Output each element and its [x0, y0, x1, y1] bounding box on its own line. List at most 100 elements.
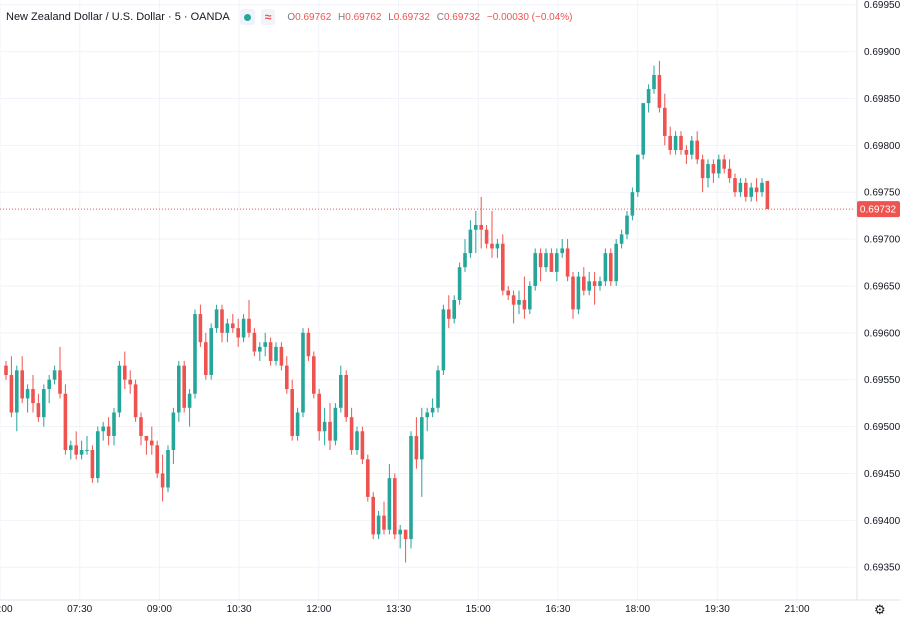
candle-up[interactable]	[177, 360, 181, 422]
candle-down[interactable]	[279, 342, 284, 371]
candle-up[interactable]	[528, 281, 532, 315]
candle-up[interactable]	[258, 342, 262, 361]
candle-up[interactable]	[636, 154, 640, 197]
candle-down[interactable]	[582, 267, 586, 296]
candle-up[interactable]	[339, 365, 343, 413]
candle-down[interactable]	[306, 328, 311, 361]
time-axis[interactable]: 06:00 07:30 09:00 10:30 12:00 13:30 15:00 16:30…	[0, 604, 810, 615]
candle-down[interactable]	[285, 356, 289, 394]
candle-up[interactable]	[274, 342, 278, 366]
candle-up[interactable]	[436, 365, 440, 413]
candle-down[interactable]	[74, 431, 78, 460]
candle-down[interactable]	[722, 154, 726, 174]
candle-up[interactable]	[517, 290, 521, 315]
candle-down[interactable]	[133, 379, 138, 422]
candle-down[interactable]	[727, 159, 732, 183]
candle-down[interactable]	[155, 440, 159, 479]
candle-down[interactable]	[106, 417, 111, 446]
candle-up[interactable]	[544, 248, 548, 272]
candle-up[interactable]	[441, 304, 446, 375]
candle-up[interactable]	[166, 445, 170, 493]
candle-down[interactable]	[668, 126, 672, 155]
candle-down[interactable]	[684, 145, 689, 165]
candle-down[interactable]	[565, 239, 570, 282]
candle-up[interactable]	[193, 309, 197, 399]
candle-down[interactable]	[538, 248, 543, 282]
candle-up[interactable]	[646, 84, 651, 113]
candle-down[interactable]	[754, 178, 759, 202]
candle-down[interactable]	[744, 178, 748, 202]
candle-up[interactable]	[263, 332, 267, 357]
candle-down[interactable]	[371, 492, 375, 540]
candle-down[interactable]	[128, 370, 132, 394]
candle-down[interactable]	[236, 318, 240, 347]
candle-down[interactable]	[382, 501, 386, 535]
candle-up[interactable]	[214, 304, 219, 333]
candle-down[interactable]	[150, 426, 154, 455]
candle-down[interactable]	[501, 234, 505, 296]
candle-down[interactable]	[447, 295, 451, 329]
candle-down[interactable]	[198, 304, 203, 347]
candle-down[interactable]	[220, 304, 224, 343]
candle-up[interactable]	[117, 360, 122, 418]
candle-down[interactable]	[700, 154, 705, 193]
candle-up[interactable]	[641, 103, 645, 160]
candle-up[interactable]	[398, 525, 402, 549]
candle-up[interactable]	[420, 407, 424, 497]
candle-down[interactable]	[160, 454, 165, 502]
candle-up[interactable]	[355, 426, 359, 455]
candle-down[interactable]	[139, 412, 143, 446]
candle-up[interactable]	[630, 187, 635, 221]
candle-up[interactable]	[619, 229, 624, 249]
candle-up[interactable]	[187, 389, 192, 427]
candle-down[interactable]	[360, 426, 365, 465]
candle-down[interactable]	[609, 248, 613, 286]
candle-down[interactable]	[20, 356, 24, 404]
candle-down[interactable]	[393, 473, 397, 540]
candle-down[interactable]	[123, 351, 127, 390]
candle-up[interactable]	[430, 398, 435, 418]
candle-down[interactable]	[592, 271, 597, 305]
candle-up[interactable]	[376, 510, 381, 540]
candle-up[interactable]	[760, 178, 764, 197]
candle-down[interactable]	[90, 445, 95, 483]
candles[interactable]	[4, 60, 770, 563]
candle-up[interactable]	[717, 154, 721, 179]
candle-up[interactable]	[706, 159, 710, 188]
candle-up[interactable]	[96, 426, 100, 483]
candle-up[interactable]	[495, 239, 500, 258]
candle-down[interactable]	[144, 435, 149, 455]
market-status-badge[interactable]	[239, 9, 255, 25]
candle-down[interactable]	[312, 351, 316, 399]
candle-up[interactable]	[225, 318, 230, 343]
candle-up[interactable]	[560, 239, 564, 258]
candle-down[interactable]	[657, 60, 662, 113]
candle-up[interactable]	[333, 403, 338, 446]
candle-down[interactable]	[663, 93, 667, 146]
candle-down[interactable]	[9, 356, 14, 418]
candle-down[interactable]	[414, 417, 419, 469]
candle-up[interactable]	[101, 421, 105, 441]
candle-down[interactable]	[490, 210, 494, 258]
candle-up[interactable]	[52, 365, 57, 385]
candle-down[interactable]	[511, 290, 516, 324]
candle-up[interactable]	[673, 131, 678, 155]
candle-down[interactable]	[711, 159, 716, 183]
candle-up[interactable]	[42, 384, 46, 427]
candle-up[interactable]	[171, 407, 176, 465]
candle-up[interactable]	[749, 182, 753, 202]
candle-up[interactable]	[598, 276, 602, 291]
candle-up[interactable]	[47, 375, 51, 404]
candle-up[interactable]	[555, 248, 559, 282]
candle-down[interactable]	[58, 346, 62, 399]
candle-up[interactable]	[625, 210, 629, 240]
candle-up[interactable]	[69, 440, 73, 460]
candle-down[interactable]	[679, 131, 683, 155]
candle-down[interactable]	[290, 379, 294, 441]
data-status-badge[interactable]: ≈	[260, 9, 276, 25]
candle-up[interactable]	[474, 210, 478, 254]
candle-down[interactable]	[484, 225, 489, 249]
candle-up[interactable]	[241, 314, 246, 343]
candle-down[interactable]	[31, 375, 35, 413]
